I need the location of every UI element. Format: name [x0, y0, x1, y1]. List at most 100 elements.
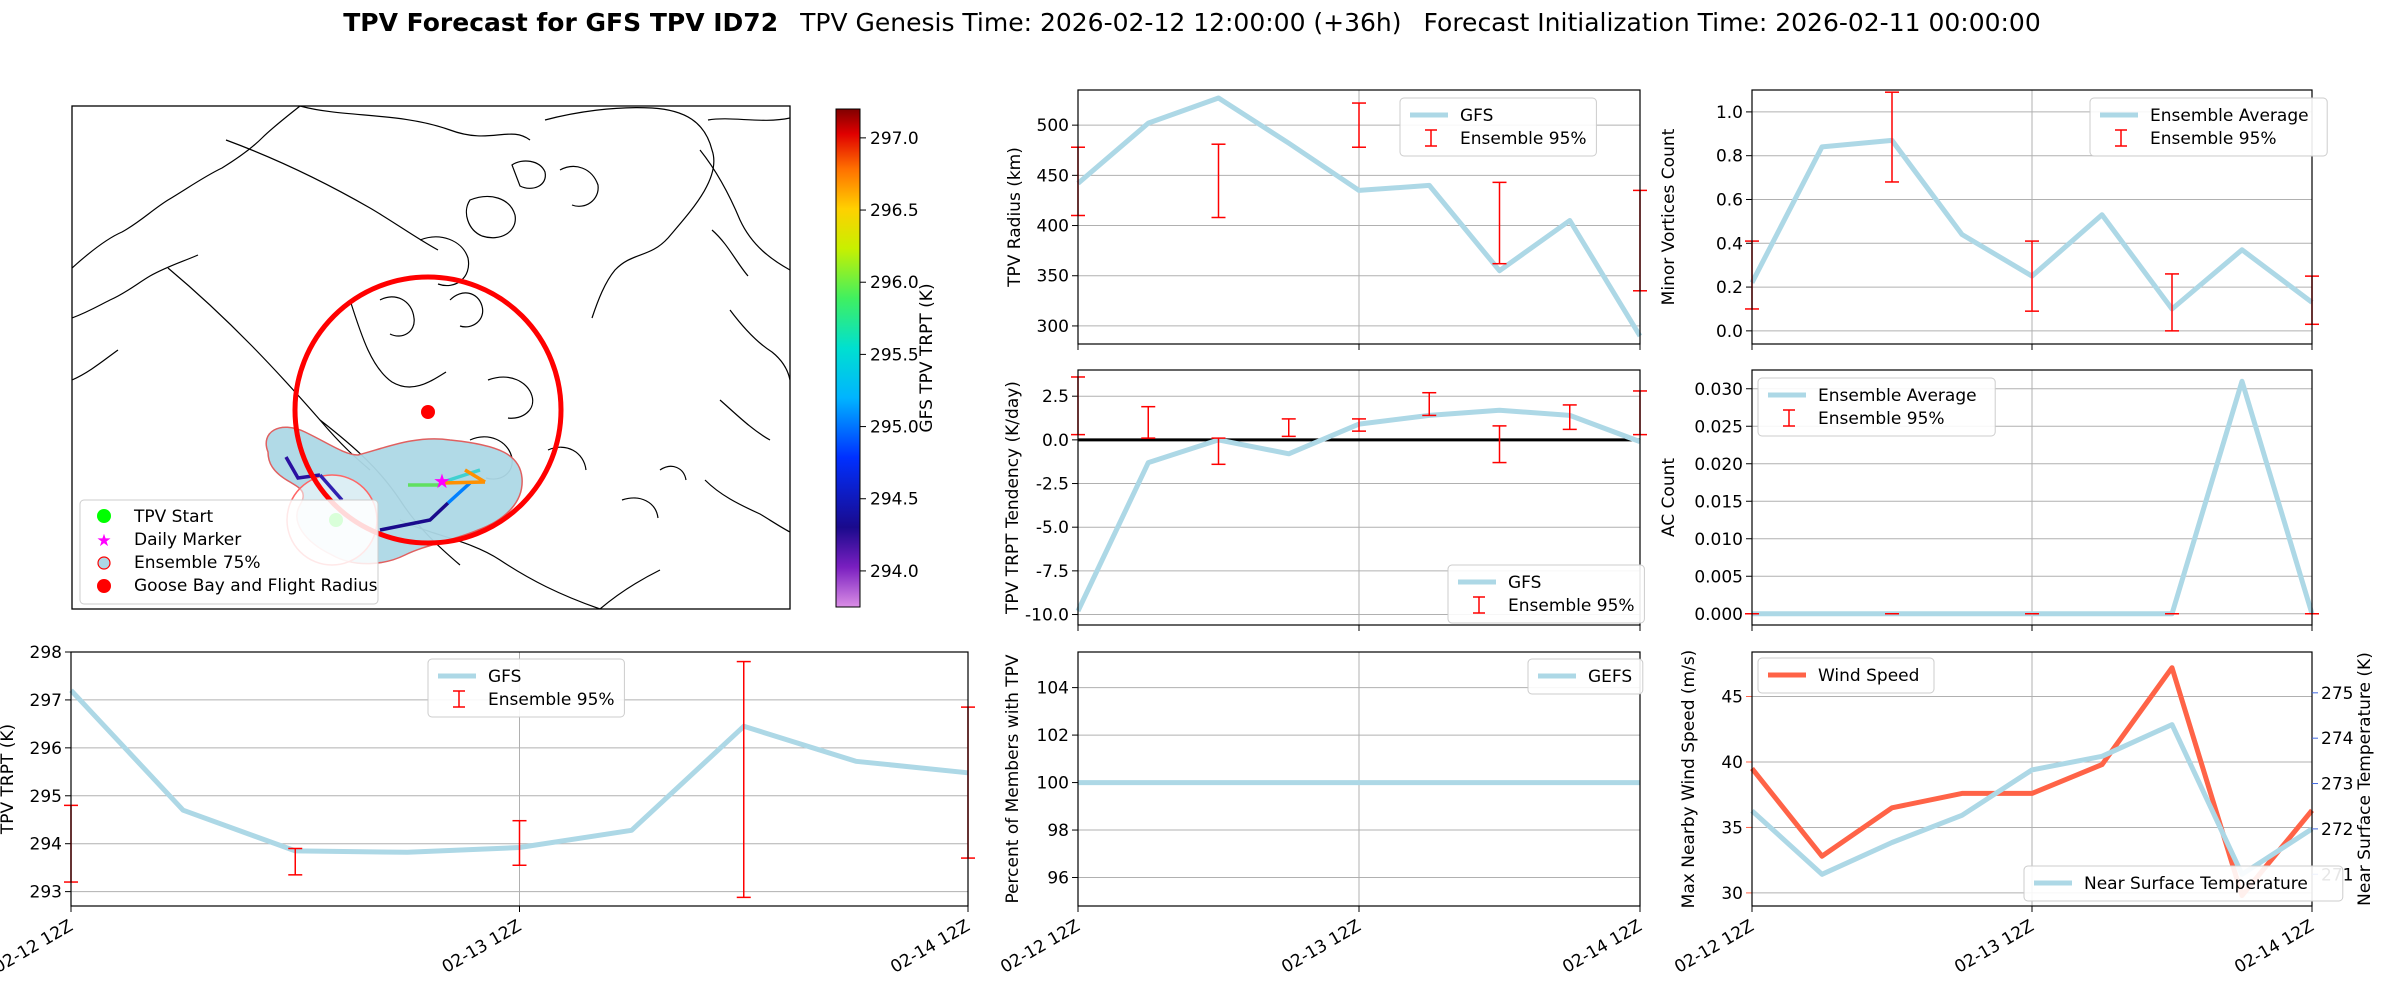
y-tick-label: 0.030	[1694, 380, 1743, 400]
x-tick-label: 02-13 12Z	[439, 916, 525, 977]
y-tick-label: 293	[30, 883, 62, 903]
legend-label: Wind Speed	[1818, 666, 1919, 686]
y2-tick-label: 275	[2321, 684, 2353, 704]
y-tick-label: 0.8	[1716, 147, 1743, 167]
legend-label: GEFS	[1588, 667, 1632, 687]
chart-legend: Ensemble Average Ensemble 95%	[1757, 377, 1996, 437]
x-tick-label: 02-13 12Z	[1278, 916, 1364, 977]
legend-box	[1447, 564, 1645, 624]
colorbar-gradient	[835, 108, 861, 608]
colorbar-tick-label: 296.5	[870, 201, 919, 221]
y-axis-label: Minor Vortices Count	[1659, 128, 1679, 305]
chart-legend: GEFS	[1527, 658, 1644, 695]
legend-tpv-start-icon	[97, 509, 111, 523]
chart-legend: Ensemble Average Ensemble 95%	[2089, 97, 2328, 157]
error-bar	[2025, 240, 2039, 312]
chart-legend: Wind Speed	[1757, 657, 1935, 694]
error-bar	[288, 847, 303, 876]
colorbar-ticks: 294.0 294.5 295.0 295.5 296.0 296.5 297.0	[860, 129, 919, 582]
y-tick-label: 0.025	[1694, 417, 1743, 437]
y-tick-label: 100	[1037, 774, 1069, 794]
legend-goose-bay-icon	[97, 579, 111, 593]
plot-frame	[1077, 89, 1641, 345]
y-tick-label: 0.000	[1694, 605, 1743, 625]
error-bar	[512, 819, 527, 867]
x-tick-label: 02-14 12Z	[2231, 916, 2317, 977]
error-bar	[1211, 437, 1226, 466]
y-axis-label: TPV TRPT Tendency (K/day)	[1003, 381, 1023, 615]
y-tick-label: 400	[1037, 217, 1069, 237]
minor-vortices-panel: 0.0 0.2 0.4 0.6 0.8 1.0 Minor Vortices Count En…	[1659, 89, 2328, 350]
legend-label: Ensemble 95%	[1818, 409, 1945, 429]
y-tick-label: -7.5	[1036, 562, 1069, 582]
colorbar-label: GFS TPV TRPT (K)	[917, 283, 937, 432]
plot-frame	[1077, 369, 1641, 626]
plot-frame	[70, 651, 969, 907]
colorbar-tick-label: 294.5	[870, 490, 919, 510]
legend-label: Near Surface Temperature	[2084, 874, 2308, 894]
colorbar-tick-label: 297.0	[870, 129, 919, 149]
y-tick-label: 0.020	[1694, 455, 1743, 475]
daily-marker: ★	[433, 469, 451, 493]
y-tick-label: 0.005	[1694, 567, 1743, 587]
map-colorbar: 294.0 294.5 295.0 295.5 296.0 296.5 297.0 GFS …	[835, 108, 937, 608]
x-tick-label: 02-12 12Z	[997, 916, 1083, 977]
y-tick-label: 350	[1037, 267, 1069, 287]
colorbar-tick-label: 295.5	[870, 345, 919, 365]
flight-radius-circle	[292, 274, 564, 546]
y-tick-label: 300	[1037, 317, 1069, 337]
y-tick-label: 96	[1047, 869, 1069, 889]
coastlines	[72, 106, 790, 609]
x-tick-label: 02-14 12Z	[1559, 916, 1645, 977]
y-axis-label: TPV Radius (km)	[1005, 147, 1025, 288]
map-legend-box	[79, 499, 379, 605]
wind-temperature-panel: 30 35 40 45 02-12 12Z 02-13 12Z 02-14 12Z Max N…	[1671, 650, 2375, 978]
y-tick-label: 0.015	[1694, 492, 1743, 512]
x-tick-label: 02-12 12Z	[1671, 916, 1757, 977]
x-tick-label: 02-12 12Z	[0, 916, 77, 977]
legend-label: GFS	[1508, 573, 1541, 593]
goose-bay-marker	[421, 405, 435, 419]
colorbar-tick-label: 295.0	[870, 418, 919, 438]
y-tick-label: -2.5	[1036, 475, 1069, 495]
legend-box	[2023, 865, 2344, 902]
legend-box	[2089, 97, 2328, 157]
error-bar	[736, 660, 751, 899]
legend-label: Ensemble 95%	[488, 690, 615, 710]
legend-box	[1757, 657, 1935, 694]
legend-label: GFS	[1460, 106, 1493, 126]
ac-count-panel: 0.000 0.005 0.010 0.015 0.020 0.025 0.030 AC Co…	[1659, 369, 2319, 631]
legend-tpv-start: TPV Start	[133, 507, 214, 527]
error-bar	[1422, 391, 1437, 417]
y2-tick-label: 272	[2321, 820, 2353, 840]
y-axis-label: Max Nearby Wind Speed (m/s)	[1679, 650, 1699, 909]
error-bar	[1211, 143, 1226, 219]
legend-ensemble-75-icon	[97, 556, 111, 570]
legend-box	[1527, 658, 1644, 695]
map-frame	[71, 105, 791, 610]
y-tick-label: 0.2	[1716, 278, 1743, 298]
legend-label: Ensemble 95%	[1460, 129, 1587, 149]
y-tick-label: 500	[1037, 116, 1069, 136]
y-tick-label: 0.0	[1716, 322, 1743, 342]
x-tick-label: 02-13 12Z	[1951, 916, 2037, 977]
title-init: Forecast Initialization Time: 2026-02-11…	[1424, 8, 2041, 37]
legend-box	[427, 658, 625, 718]
y-tick-label: 40	[1721, 753, 1743, 773]
legend-daily-marker: Daily Marker	[134, 530, 241, 550]
plot-frame	[1751, 651, 2313, 907]
trpt-panel: 293 294 295 296 297 298 02-12 12Z 02-13 12Z 02-1…	[0, 643, 975, 978]
error-bar	[1141, 405, 1156, 439]
y-tick-label: 298	[30, 643, 62, 663]
chart-legend: GFS Ensemble 95%	[1399, 97, 1597, 157]
error-bar	[1885, 91, 1899, 183]
error-bar	[1352, 418, 1366, 432]
legend-box	[1399, 97, 1597, 157]
chart-legend: GFS Ensemble 95%	[1447, 564, 1645, 624]
series-line-gfs	[1076, 95, 1643, 338]
y-tick-label: 297	[30, 691, 62, 711]
y-tick-label: 294	[30, 835, 62, 855]
y-tick-label: -10.0	[1025, 606, 1069, 626]
